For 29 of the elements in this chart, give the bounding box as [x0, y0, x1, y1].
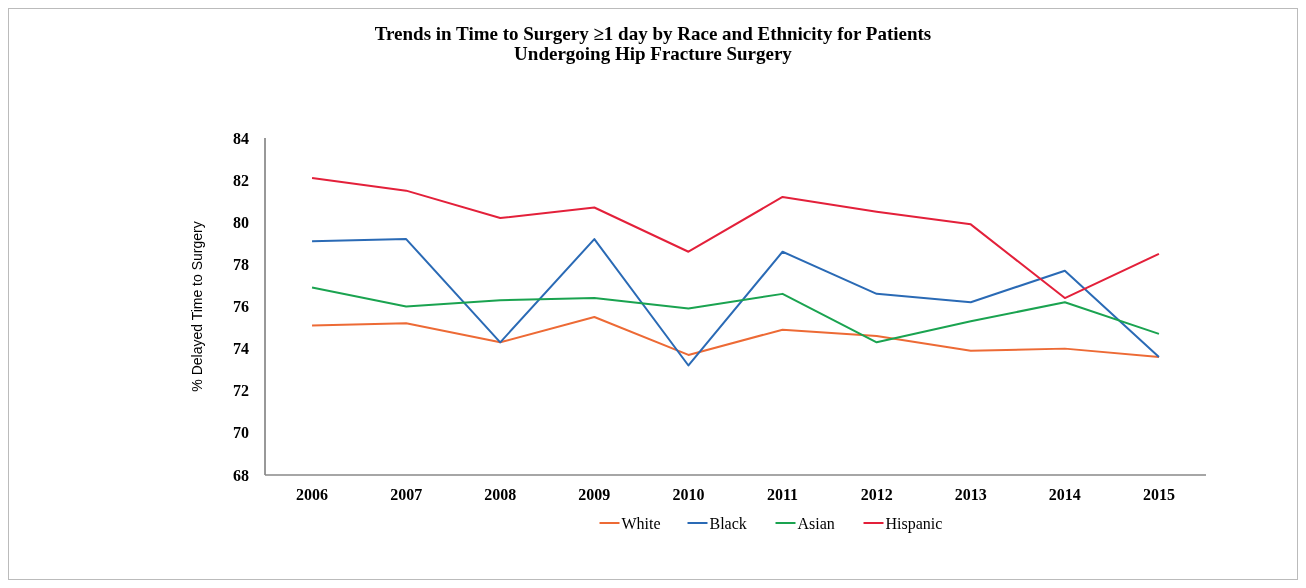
line-series [311, 238, 1160, 367]
y-tick-label: 70 [233, 424, 249, 442]
y-tick-label: 68 [233, 466, 249, 484]
y-tick-label: 74 [233, 340, 249, 358]
x-tick-label: 2007 [390, 486, 423, 503]
y-tick-label: 80 [233, 213, 249, 231]
line-series [311, 286, 1160, 344]
y-tick-label: 76 [233, 298, 249, 316]
y-axis-title: % Delayed Time to Surgery [189, 221, 205, 392]
legend-label: White [621, 514, 661, 532]
chart-title: Trends in Time to Surgery ≥1 day by Race and Ethnicity for Patients Undergoing Hip Fracture Surgery [374, 23, 932, 64]
x-tick-label: 2013 [954, 486, 987, 503]
x-tick-label: 2006 [296, 486, 329, 503]
x-tick-label: 2008 [484, 486, 517, 503]
x-tick-label: 2009 [578, 486, 611, 503]
y-tick-label: 78 [233, 255, 249, 273]
x-tick-label: 2012 [860, 486, 893, 503]
legend-label: Black [709, 514, 747, 532]
legend-label: Asian [797, 514, 835, 532]
x-tick-label: 2010 [672, 486, 705, 503]
x-tick-label: 2014 [1048, 486, 1081, 503]
y-tick-label: 82 [233, 171, 249, 189]
line-series [311, 177, 1160, 300]
y-tick-label: 72 [233, 382, 249, 400]
legend-label: Hispanic [885, 514, 943, 533]
y-tick-label: 84 [233, 129, 249, 147]
x-tick-label: 2015 [1142, 486, 1175, 503]
x-tick-label: 2011 [766, 486, 799, 503]
line-series [311, 316, 1160, 359]
